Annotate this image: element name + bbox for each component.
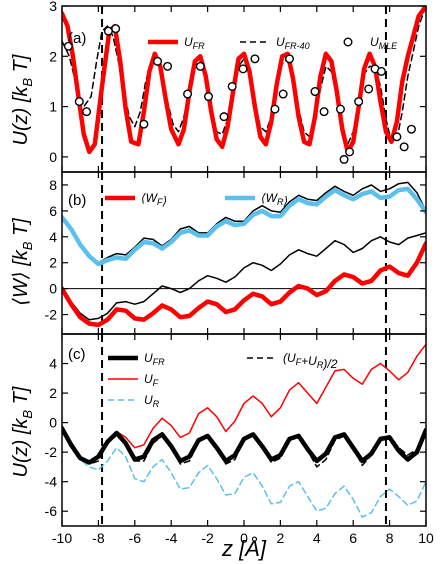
data-point bbox=[195, 61, 205, 71]
legend-entry: UFR bbox=[148, 35, 205, 51]
x-tick-label: -6 bbox=[129, 530, 142, 546]
svg-text:⟨WF⟩: ⟨WF⟩ bbox=[141, 191, 167, 208]
legend-entry: UFR-40 bbox=[240, 35, 310, 51]
legend-entry: ⟨WF⟩ bbox=[105, 191, 167, 208]
svg-text:UFR: UFR bbox=[144, 351, 165, 367]
data-point bbox=[354, 97, 364, 107]
panel-c-label: (c) bbox=[68, 346, 86, 363]
panel-a-plot: 0 1 2 3 UFR UFR-40 UMLE bbox=[49, 0, 427, 173]
x-axis-label: z [Å] bbox=[221, 536, 267, 561]
x-tick-label: -4 bbox=[165, 530, 178, 546]
data-point bbox=[406, 124, 416, 134]
data-point bbox=[319, 107, 329, 117]
panel-b: -2 0 2 4 6 8 ⟨WF⟩ ⟨WR⟩ (b) ⟨W⟩ [kB T] bbox=[10, 171, 427, 335]
svg-text:UFR: UFR bbox=[184, 35, 205, 51]
x-tick-label: -8 bbox=[92, 530, 105, 546]
plot-frame bbox=[61, 333, 427, 527]
y-tick-label: 1 bbox=[49, 99, 57, 115]
legend-entry: UR bbox=[108, 393, 160, 409]
svg-text:UMLE: UMLE bbox=[370, 35, 398, 51]
y-tick-label: 3 bbox=[49, 0, 57, 14]
y-tick-label: 6 bbox=[49, 203, 57, 219]
legend-entry: UMLE bbox=[341, 34, 398, 51]
panel-a: 0 1 2 3 UFR UFR-40 UMLE (a) U(z) [kB T] bbox=[10, 0, 427, 173]
panel-a-ylabel: U(z) [kB T] bbox=[10, 54, 35, 145]
y-tick-label: 4 bbox=[49, 356, 57, 372]
x-tick-label: 8 bbox=[386, 530, 394, 546]
x-tick-label: -10 bbox=[52, 530, 72, 546]
y-tick-label: -4 bbox=[45, 474, 58, 490]
svg-text:UR: UR bbox=[144, 393, 160, 409]
svg-text:UF: UF bbox=[144, 372, 159, 388]
series-line bbox=[62, 426, 426, 465]
data-point bbox=[238, 64, 248, 74]
y-tick-label: 2 bbox=[49, 385, 57, 401]
svg-text:UFR-40: UFR-40 bbox=[276, 35, 310, 51]
panel-b-ylabel: ⟨W⟩ [kB T] bbox=[10, 218, 35, 306]
data-point bbox=[310, 87, 320, 97]
data-point bbox=[270, 104, 280, 114]
data-point bbox=[339, 154, 349, 164]
series-line bbox=[62, 426, 426, 518]
y-tick-label: -2 bbox=[45, 444, 58, 460]
y-tick-label: 2 bbox=[49, 48, 57, 64]
data-point bbox=[285, 54, 295, 64]
legend-entry: UFR bbox=[108, 351, 165, 367]
y-tick-label: 0 bbox=[49, 415, 57, 431]
data-point bbox=[250, 54, 260, 64]
x-tick-label: 2 bbox=[277, 530, 285, 546]
data-point bbox=[335, 104, 345, 114]
y-tick-label: 8 bbox=[49, 177, 57, 193]
data-point bbox=[364, 84, 374, 94]
y-tick-label: 4 bbox=[49, 229, 57, 245]
x-tick-label: 6 bbox=[349, 530, 357, 546]
data-point bbox=[153, 56, 163, 66]
data-point bbox=[227, 81, 237, 91]
x-tick-label: 10 bbox=[418, 530, 434, 546]
y-tick-label: 0 bbox=[49, 281, 57, 297]
data-point bbox=[278, 89, 288, 99]
series-line bbox=[62, 343, 426, 464]
x-tick-label: 4 bbox=[313, 530, 321, 546]
data-point bbox=[376, 66, 386, 76]
y-tick-label: 2 bbox=[49, 255, 57, 271]
data-point bbox=[74, 97, 84, 107]
data-point bbox=[163, 61, 173, 71]
data-point bbox=[399, 142, 409, 152]
panel-c-ylabel: U(z) [kB T] bbox=[10, 386, 35, 477]
x-tick-label: -2 bbox=[201, 530, 214, 546]
series-line bbox=[62, 232, 426, 321]
svg-text:⟨WR⟩: ⟨WR⟩ bbox=[261, 191, 288, 208]
data-point bbox=[345, 147, 355, 157]
panel-b-plot: -2 0 2 4 6 8 ⟨WF⟩ ⟨WR⟩ bbox=[45, 171, 427, 335]
data-point bbox=[63, 41, 73, 51]
svg-text:(UF+UR)/2: (UF+UR)/2 bbox=[283, 351, 338, 371]
data-point bbox=[111, 24, 121, 34]
data-point bbox=[219, 112, 229, 122]
y-tick-label: -6 bbox=[45, 503, 58, 519]
x-tick-label: 0 bbox=[240, 530, 248, 546]
data-point bbox=[82, 107, 92, 117]
legend-entry: ⟨WR⟩ bbox=[225, 191, 288, 208]
data-point bbox=[204, 92, 214, 102]
series-line bbox=[62, 241, 426, 328]
panel-b-label: (b) bbox=[68, 192, 86, 209]
panel-a-label: (a) bbox=[68, 30, 86, 47]
series-line bbox=[62, 186, 426, 267]
y-tick-label: -2 bbox=[45, 307, 58, 323]
data-point bbox=[103, 26, 113, 36]
series-line bbox=[62, 6, 426, 155]
legend-entry: UF bbox=[108, 372, 159, 388]
legend-entry: (UF+UR)/2 bbox=[247, 351, 338, 371]
data-point bbox=[183, 89, 193, 99]
y-tick-label: 0 bbox=[49, 149, 57, 165]
panel-c-plot: -10 -8 -6 -4 -2 0 2 4 6 8 10 -6 -4 -2 0 2 4 UFR (UF+UR)/2 U… bbox=[45, 333, 434, 546]
panel-c: -10 -8 -6 -4 -2 0 2 4 6 8 10 -6 -4 -2 0 2 4 UFR (UF+UR)/2 U… bbox=[10, 333, 434, 546]
data-point bbox=[392, 132, 402, 142]
data-point bbox=[139, 119, 149, 129]
